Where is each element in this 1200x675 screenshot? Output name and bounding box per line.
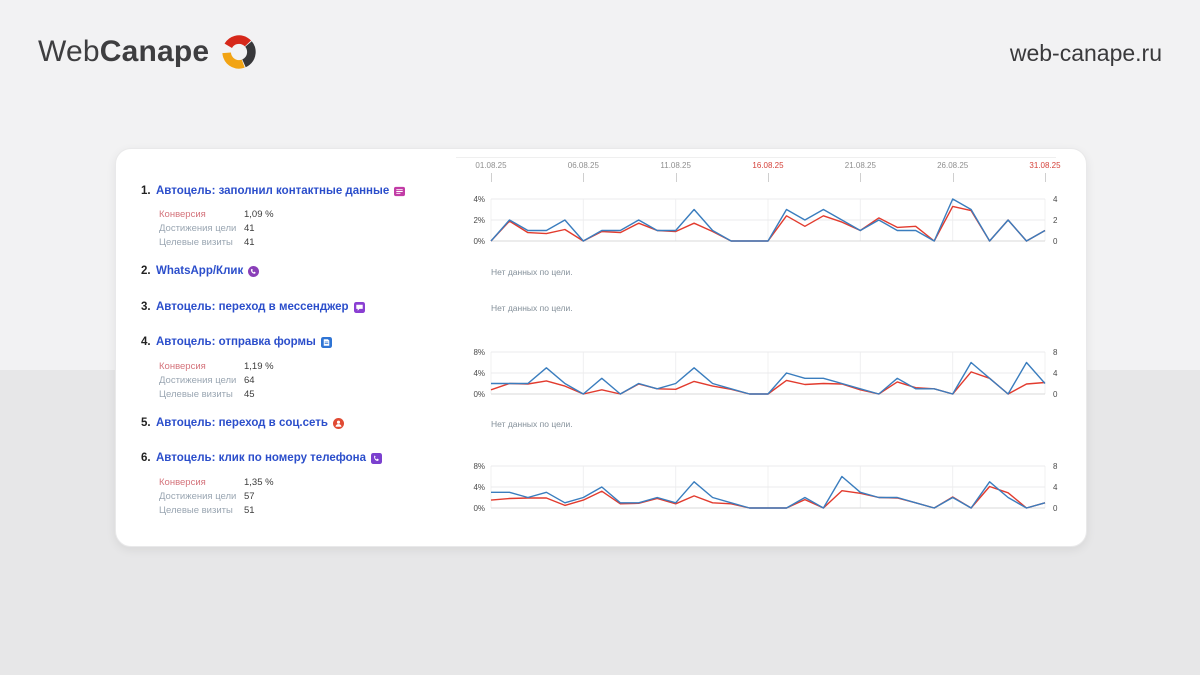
goal-title-link[interactable]: Автоцель: переход в соц.сеть — [156, 417, 328, 429]
goal-number: 3. — [141, 301, 151, 313]
left-axis-tick-label: 8% — [473, 462, 485, 471]
contact-form-icon — [394, 186, 406, 197]
goal-title-link[interactable]: WhatsApp/Клик — [156, 265, 244, 277]
goal-metrics: Конверсия 1,19 % Достижения цели 64 Целевы… — [159, 359, 419, 401]
goal-reaches-value: 41 — [244, 222, 255, 234]
date-tick-mark — [583, 173, 585, 182]
goal-title-link[interactable]: Автоцель: заполнил контактные данные — [156, 185, 390, 197]
phone-click-icon — [371, 452, 383, 464]
goal-trend-chart: 0% 0 4% 4 8% 8 — [473, 462, 1058, 513]
goal-chart-6: 0% 0 4% 4 8% 8 — [456, 462, 1066, 519]
social-network-icon — [332, 417, 344, 429]
logo-swirl-icon — [222, 35, 256, 69]
goal-title-link[interactable]: Автоцель: отправка формы — [156, 336, 316, 348]
no-data-text: Нет данных по цели. — [491, 303, 573, 313]
left-axis-tick-label: 0% — [473, 504, 485, 513]
goal-row-4: 4. Автоцель: отправка формы — [141, 336, 332, 348]
goal-reaches-line — [490, 198, 1046, 242]
goal-title-link[interactable]: Автоцель: переход в мессенджер — [156, 301, 349, 313]
right-axis-tick-label: 0 — [1053, 237, 1058, 246]
goal-visits-value: 45 — [244, 388, 255, 400]
left-axis-tick-label: 4% — [473, 369, 485, 378]
date-tick-label: 16.08.25 — [752, 161, 784, 170]
date-tick-label: 11.08.25 — [660, 161, 691, 170]
messenger-icon — [353, 301, 365, 313]
goal-number: 4. — [141, 336, 151, 348]
goal-title-link[interactable]: Автоцель: клик по номеру телефона — [156, 452, 367, 464]
goal-reaches-line — [491, 361, 1046, 395]
legend-goal-reaches[interactable]: Достижения цели — [159, 374, 237, 386]
metrica-goals-card: 01.08.25 06.08.25 11.08.25 16.08.25 21.0… — [115, 148, 1087, 547]
right-axis-tick-label: 8 — [1053, 462, 1058, 471]
left-axis-tick-label: 0% — [473, 390, 485, 399]
goal-metrics: Конверсия 1,35 % Достижения цели 57 Целевы… — [159, 475, 419, 517]
right-axis-tick-label: 0 — [1053, 504, 1058, 513]
left-axis-tick-label: 8% — [473, 348, 485, 357]
goal-reaches-value: 64 — [244, 374, 255, 386]
date-tick-mark — [768, 173, 769, 182]
site-url: web-canape.ru — [1009, 40, 1162, 66]
conversion-value: 1,19 % — [244, 360, 274, 372]
goal-row-1: 1. Автоцель: заполнил контактные данные — [141, 185, 406, 197]
date-tick-mark — [1045, 173, 1046, 182]
goal-visits-value: 41 — [244, 236, 255, 248]
right-axis-tick-label: 4 — [1053, 483, 1058, 492]
right-axis-tick-label: 0 — [1053, 390, 1058, 399]
left-axis-tick-label: 4% — [473, 195, 485, 204]
right-axis-tick-label: 4 — [1053, 195, 1058, 204]
date-tick-label: 01.08.25 — [475, 161, 507, 170]
goal-reaches-line — [491, 475, 1046, 509]
legend-goal-visits[interactable]: Целевые визиты — [159, 388, 233, 400]
goal-row-2: 2. WhatsApp/Клик — [141, 265, 260, 277]
left-axis-tick-label: 4% — [473, 483, 485, 492]
legend-conversion[interactable]: Конверсия — [159, 360, 206, 372]
goal-visits-value: 51 — [244, 504, 255, 516]
date-axis: 01.08.25 06.08.25 11.08.25 16.08.25 21.0… — [475, 159, 1061, 187]
date-tick-mark — [952, 173, 954, 182]
legend-conversion[interactable]: Конверсия — [159, 208, 206, 220]
right-axis-tick-label: 2 — [1053, 216, 1058, 225]
date-tick-label: 31.08.25 — [1029, 161, 1061, 170]
logo-text-canape: Canape — [99, 35, 210, 68]
whatsapp-icon — [248, 265, 260, 277]
no-data-text: Нет данных по цели. — [491, 267, 573, 277]
legend-goal-reaches[interactable]: Достижения цели — [159, 222, 237, 234]
date-tick-mark — [860, 173, 862, 182]
date-tick-mark — [491, 173, 492, 182]
webcanape-logo: Web Canape — [38, 32, 259, 72]
goal-number: 6. — [141, 452, 151, 464]
goal-metrics: Конверсия 1,09 % Достижения цели 41 Целевы… — [159, 207, 419, 249]
left-axis-tick-label: 2% — [473, 216, 485, 225]
date-tick-label: 06.08.25 — [567, 161, 599, 170]
goal-trend-chart: 0% 0 4% 4 8% 8 — [473, 348, 1058, 399]
date-tick-mark — [675, 173, 677, 182]
legend-goal-reaches[interactable]: Достижения цели — [159, 490, 237, 502]
goal-chart-1: 0% 0 2% 2 4% 4 — [456, 195, 1066, 252]
no-data-text: Нет данных по цели. — [491, 419, 573, 429]
date-tick-label: 26.08.25 — [937, 161, 969, 170]
conversion-value: 1,35 % — [244, 476, 274, 488]
goal-row-3: 3. Автоцель: переход в мессенджер — [141, 301, 365, 313]
goal-number: 1. — [141, 185, 151, 197]
axis-top-divider — [456, 157, 1056, 158]
goal-number: 2. — [141, 265, 151, 277]
goal-row-5: 5. Автоцель: переход в соц.сеть — [141, 417, 344, 429]
goal-chart-4: 0% 0 4% 4 8% 8 — [456, 348, 1066, 405]
conversion-value: 1,09 % — [244, 208, 274, 220]
form-send-icon — [320, 336, 332, 348]
goal-reaches-value: 57 — [244, 490, 255, 502]
legend-conversion[interactable]: Конверсия — [159, 476, 206, 488]
goal-trend-chart: 0% 0 2% 2 4% 4 — [473, 195, 1058, 246]
goal-row-6: 6. Автоцель: клик по номеру телефона — [141, 452, 383, 464]
left-axis-tick-label: 0% — [473, 237, 485, 246]
logo-text-web: Web — [38, 35, 100, 68]
goal-number: 5. — [141, 417, 151, 429]
legend-goal-visits[interactable]: Целевые визиты — [159, 236, 233, 248]
legend-goal-visits[interactable]: Целевые визиты — [159, 504, 233, 516]
right-axis-tick-label: 4 — [1053, 369, 1058, 378]
date-tick-label: 21.08.25 — [844, 161, 876, 170]
right-axis-tick-label: 8 — [1053, 348, 1058, 357]
